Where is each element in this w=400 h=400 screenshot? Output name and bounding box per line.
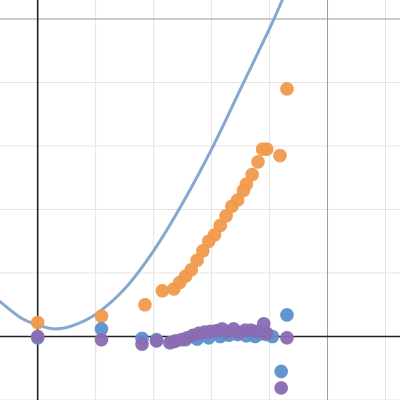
data-point <box>94 322 109 336</box>
data-point <box>245 167 259 182</box>
data-point <box>30 315 45 330</box>
data-point <box>274 364 288 379</box>
point-series-3 <box>30 317 294 395</box>
data-point <box>94 332 109 347</box>
data-point <box>273 148 287 163</box>
point-series-1 <box>30 82 294 330</box>
data-point <box>135 337 149 351</box>
data-point <box>259 326 274 341</box>
data-point <box>30 329 45 344</box>
data-point <box>280 308 294 322</box>
data-point <box>149 334 164 348</box>
data-point <box>94 309 109 323</box>
data-point <box>155 283 170 298</box>
data-point <box>259 142 274 157</box>
data-point <box>251 155 265 169</box>
data-point <box>280 330 294 345</box>
data-point <box>274 381 288 395</box>
data-point <box>280 82 294 96</box>
points-layer <box>30 82 294 395</box>
data-point <box>138 297 152 312</box>
